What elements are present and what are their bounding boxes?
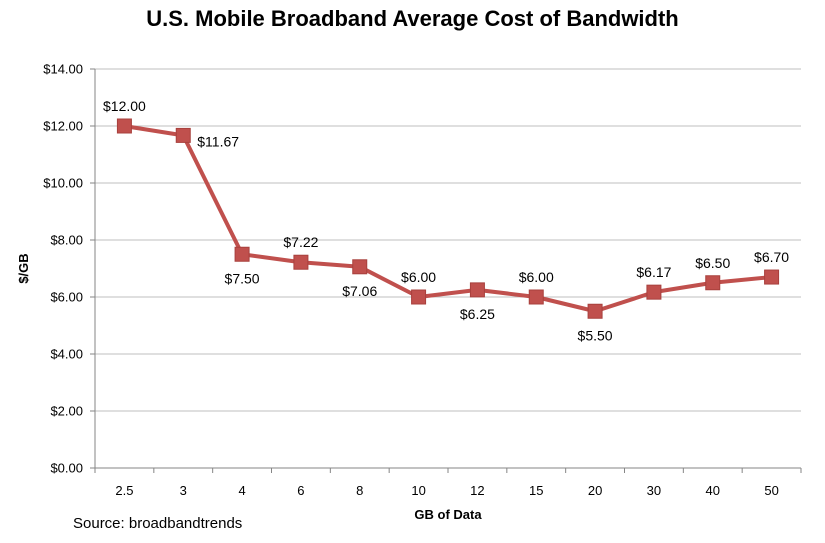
data-point-marker [469,282,485,298]
x-tick-label: 6 [297,483,304,498]
y-tick-label: $2.00 [50,404,83,419]
x-tick-label: 20 [588,483,602,498]
data-label: $6.70 [754,249,789,265]
data-label: $6.00 [519,269,554,285]
x-tick-label: 2.5 [115,483,133,498]
y-tick-label: $0.00 [50,461,83,476]
data-label: $12.00 [103,98,146,114]
x-tick-label: 4 [238,483,245,498]
data-point-marker [764,269,780,285]
y-tick-label: $12.00 [43,119,83,134]
data-point-marker [352,259,368,275]
data-label: $7.50 [225,270,260,286]
data-point-marker [116,118,132,134]
data-point-marker [646,284,662,300]
x-tick-label: 3 [180,483,187,498]
x-axis-title: GB of Data [414,507,482,522]
x-tick-label: 50 [764,483,778,498]
data-label: $6.00 [401,269,436,285]
data-point-marker [705,275,721,291]
data-point-marker [293,254,309,270]
x-tick-label: 12 [470,483,484,498]
x-tick-label: 40 [706,483,720,498]
data-label: $6.50 [695,255,730,271]
source-note: Source: broadbandtrends [73,515,243,532]
y-tick-label: $4.00 [50,347,83,362]
data-label: $7.22 [283,234,318,250]
data-point-marker [234,246,250,262]
x-tick-label: 8 [356,483,363,498]
y-tick-label: $10.00 [43,176,83,191]
data-label: $6.17 [636,264,671,280]
data-point-marker [175,127,191,143]
y-tick-label: $14.00 [43,62,83,77]
chart-title: U.S. Mobile Broadband Average Cost of Ba… [146,6,679,31]
series-line [124,124,772,314]
data-label: $11.67 [197,133,239,149]
y-tick-label: $8.00 [50,233,83,248]
x-tick-label: 30 [647,483,661,498]
data-label: $6.25 [460,306,495,322]
y-axis-title: $/GB [16,253,31,283]
data-point-marker [587,303,603,319]
data-label: $5.50 [578,327,613,343]
y-tick-label: $6.00 [50,290,83,305]
x-tick-label: 15 [529,483,543,498]
data-label: $7.06 [342,283,377,299]
data-point-marker [411,289,427,305]
data-point-marker [528,289,544,305]
x-tick-label: 10 [411,483,425,498]
